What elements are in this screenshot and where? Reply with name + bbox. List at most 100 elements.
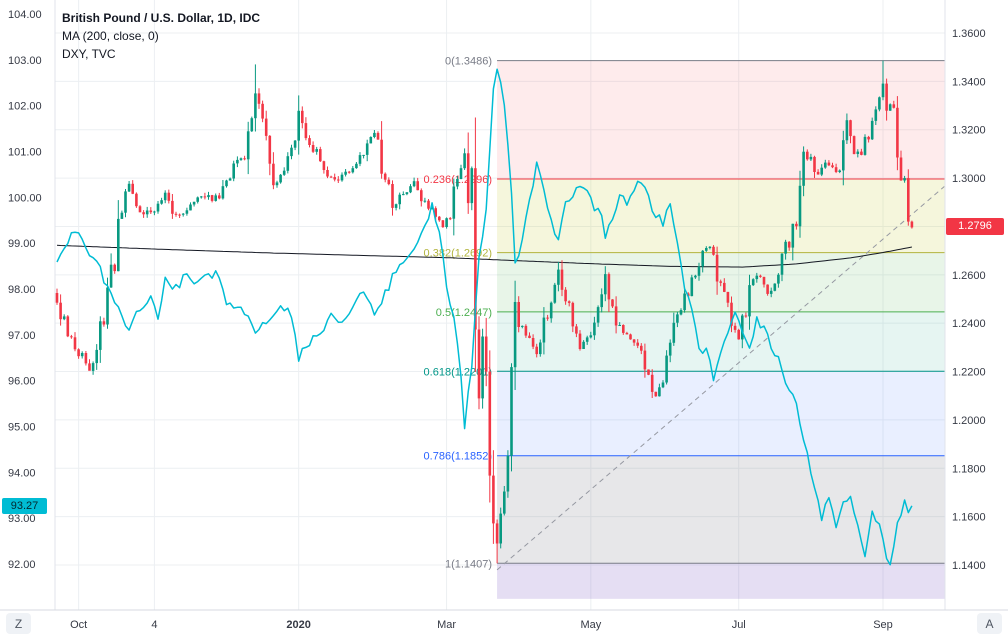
candle xyxy=(99,316,102,363)
candle xyxy=(329,175,333,178)
candle xyxy=(221,180,225,200)
fib-band xyxy=(497,563,945,599)
time-axis[interactable]: Oct 4 2020 Mar May Jul Sep xyxy=(70,619,893,631)
candle xyxy=(135,192,138,208)
candle xyxy=(387,177,391,186)
candle xyxy=(874,106,878,125)
indicator-ma-label[interactable]: MA (200, close, 0) xyxy=(62,29,159,43)
axis-borders xyxy=(0,0,1008,611)
candle xyxy=(84,351,88,366)
candle xyxy=(531,334,535,350)
chart-plot-area[interactable] xyxy=(55,0,945,610)
candle xyxy=(70,334,73,339)
candle xyxy=(824,159,827,169)
candle xyxy=(66,315,70,338)
candle xyxy=(102,317,106,327)
candle xyxy=(632,339,636,346)
candle xyxy=(398,192,401,210)
candle xyxy=(798,170,802,238)
time-axis-label: Sep xyxy=(873,619,893,631)
symbol-title[interactable]: British Pound / U.S. Dollar, 1D, IDC xyxy=(62,11,261,25)
indicator-dxy-label[interactable]: DXY, TVC xyxy=(62,47,116,61)
candle xyxy=(773,283,777,292)
price-axis-label: 1.1600 xyxy=(952,512,986,524)
dxy-axis-label: 103.00 xyxy=(8,55,42,67)
candle xyxy=(383,172,387,183)
ma-200-line xyxy=(56,244,912,268)
candle xyxy=(80,351,84,359)
dxy-axis[interactable]: 104.00 103.00 102.00 101.00 100.00 99.00 98.00… xyxy=(8,9,42,571)
candle xyxy=(109,253,113,288)
candle xyxy=(416,177,419,191)
candle xyxy=(661,380,665,389)
candle xyxy=(907,169,910,226)
candle xyxy=(813,155,816,178)
candle xyxy=(459,164,463,180)
candle xyxy=(582,340,585,349)
candle xyxy=(604,266,607,302)
fib-band xyxy=(497,371,945,456)
time-axis-label: Oct xyxy=(70,619,87,631)
candle xyxy=(708,246,712,250)
candle xyxy=(567,300,571,307)
candle xyxy=(852,135,856,155)
candle xyxy=(153,210,156,216)
candle xyxy=(181,213,185,217)
trendline[interactable] xyxy=(496,186,945,571)
fib-label: 1(1.1407) xyxy=(445,558,492,570)
price-axis-label: 1.1400 xyxy=(952,560,986,572)
candle xyxy=(769,287,773,298)
candle xyxy=(405,192,409,196)
candle xyxy=(470,166,474,211)
price-axis[interactable]: 1.36001.34001.32001.30001.28001.26001.24… xyxy=(952,28,986,572)
candle xyxy=(831,162,834,169)
candle xyxy=(185,207,189,216)
candle xyxy=(304,117,308,141)
price-axis-label: 1.2600 xyxy=(952,270,986,282)
candle xyxy=(780,253,784,282)
candle xyxy=(448,217,452,221)
candle xyxy=(149,207,153,214)
candle xyxy=(679,308,683,316)
fib-retracement[interactable]: 0(1.3486)0.236(1.2996)0.382(1.2692)0.5(1… xyxy=(424,56,945,599)
candle xyxy=(863,134,867,156)
candle xyxy=(380,121,383,179)
candle xyxy=(333,173,336,182)
candle xyxy=(668,339,672,363)
candle xyxy=(503,486,506,516)
time-axis-label: Mar xyxy=(437,619,456,631)
price-axis-label: 1.3200 xyxy=(952,125,986,137)
candle xyxy=(694,274,697,279)
candle xyxy=(629,333,632,340)
candle xyxy=(564,287,567,305)
candle xyxy=(701,250,704,273)
candle xyxy=(744,312,748,318)
z-corner-button[interactable]: Z xyxy=(6,613,31,634)
candle xyxy=(614,296,618,334)
candle xyxy=(452,178,456,236)
candle xyxy=(138,205,142,213)
candle xyxy=(337,176,340,183)
candle xyxy=(113,263,116,274)
candle xyxy=(340,172,344,182)
candle xyxy=(412,177,416,188)
candle xyxy=(225,179,228,188)
candle xyxy=(640,343,643,355)
candle xyxy=(546,314,549,321)
candle xyxy=(355,162,358,169)
candle xyxy=(878,96,881,112)
candle xyxy=(643,343,647,378)
candle xyxy=(55,288,59,305)
candle xyxy=(391,180,394,216)
candle xyxy=(806,149,809,161)
candle xyxy=(751,278,755,286)
candle xyxy=(730,296,733,333)
candle xyxy=(888,103,892,111)
time-axis-label: 2020 xyxy=(286,619,310,631)
auto-scale-button[interactable]: A xyxy=(977,613,1002,634)
candle xyxy=(95,344,98,370)
candle xyxy=(611,299,614,308)
candle xyxy=(120,210,124,219)
candle xyxy=(658,383,661,397)
